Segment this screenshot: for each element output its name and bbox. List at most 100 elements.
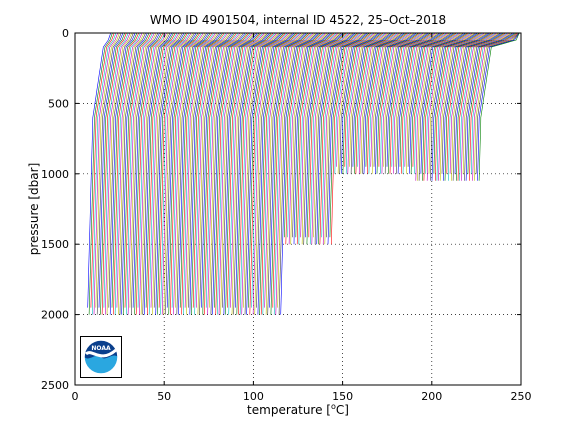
- profile-line: [371, 32, 414, 174]
- y-tick-label: 1000: [41, 168, 69, 181]
- profile-line: [197, 32, 230, 315]
- profile-line: [209, 32, 243, 308]
- profile-line: [225, 32, 260, 315]
- profile-line: [414, 32, 459, 174]
- profile-line: [311, 32, 351, 245]
- profile-line: [298, 32, 337, 245]
- profile-line: [318, 32, 358, 245]
- profile-line: [220, 32, 255, 315]
- profile-line: [454, 32, 503, 174]
- profile-line: [386, 32, 430, 167]
- profile-line: [223, 32, 258, 315]
- profile-line: [137, 32, 166, 308]
- profile-line: [426, 32, 473, 181]
- profile-line: [217, 32, 251, 315]
- profile-line: [316, 32, 356, 245]
- profile-line: [181, 32, 213, 315]
- profile-line: [116, 32, 143, 308]
- profile-line: [368, 32, 410, 174]
- profile-line: [98, 32, 124, 308]
- profile-line: [103, 32, 129, 308]
- profile-line: [139, 32, 167, 315]
- profile-line: [389, 32, 433, 174]
- profile-line: [376, 32, 419, 174]
- profile-line: [358, 32, 400, 174]
- profile-line: [462, 32, 512, 174]
- profile-line: [407, 32, 452, 167]
- profile-line: [119, 32, 146, 315]
- profile-line: [341, 32, 381, 174]
- profile-line: [248, 32, 285, 308]
- profile-line: [396, 32, 440, 174]
- profile-line: [264, 32, 302, 308]
- profile-line: [296, 32, 335, 245]
- profile-line: [433, 32, 480, 174]
- profile-line: [449, 32, 498, 174]
- profile-line: [239, 32, 276, 315]
- y-tick-label: 2500: [41, 379, 69, 392]
- profile-line: [308, 32, 347, 238]
- profile-line: [153, 32, 183, 308]
- x-axis-label: temperature [oC]: [247, 402, 349, 417]
- profile-line: [150, 32, 180, 308]
- profile-line: [267, 32, 305, 315]
- profile-line: [204, 32, 237, 315]
- profile-line: [326, 32, 367, 238]
- profile-line: [452, 32, 501, 181]
- profile-line: [444, 32, 492, 181]
- profile-line: [381, 32, 424, 174]
- profile-line: [88, 32, 113, 315]
- profile-line: [322, 32, 363, 245]
- profile-line: [431, 32, 478, 181]
- profile-line: [157, 32, 187, 315]
- profile-line: [339, 32, 379, 174]
- profile-line: [173, 32, 204, 315]
- profile-line: [306, 32, 346, 245]
- profile-line: [435, 32, 482, 181]
- profile-line: [399, 32, 444, 167]
- profile-line: [378, 32, 421, 167]
- profile-line: [184, 32, 216, 308]
- profile-line: [465, 32, 515, 181]
- profile-line: [207, 32, 241, 315]
- profile-line: [256, 32, 293, 308]
- profile-line: [252, 32, 290, 315]
- profile-line: [397, 32, 442, 174]
- profile-line: [243, 32, 279, 308]
- profile-line: [87, 32, 111, 308]
- profile-line: [188, 32, 220, 308]
- profile-line: [109, 32, 136, 315]
- profile-line: [334, 32, 374, 174]
- profile-line: [329, 32, 370, 238]
- profile-line: [380, 32, 423, 174]
- svg-text:NOAA: NOAA: [91, 345, 111, 352]
- profile-line: [161, 32, 192, 315]
- profile-line: [121, 32, 148, 315]
- profile-line: [347, 32, 388, 174]
- profile-line: [246, 32, 283, 315]
- profile-line: [215, 32, 250, 315]
- profile-line: [367, 32, 409, 174]
- profile-line: [241, 32, 278, 315]
- profile-line: [327, 32, 368, 245]
- profile-line: [205, 32, 239, 308]
- profile-line: [287, 32, 325, 238]
- profile-line: [345, 32, 386, 174]
- profile-line: [410, 32, 456, 174]
- y-tick-label: 0: [62, 27, 69, 40]
- profile-line: [388, 32, 431, 174]
- profile-line: [438, 32, 485, 181]
- profile-line: [430, 32, 477, 181]
- profile-line: [168, 32, 199, 315]
- profile-line: [443, 32, 491, 181]
- profile-line: [355, 32, 396, 174]
- profile-line: [288, 32, 326, 245]
- profile-line: [301, 32, 340, 245]
- noaa-logo-icon: NOAA: [80, 336, 122, 378]
- profile-line: [423, 32, 470, 181]
- profile-line: [144, 32, 173, 315]
- profile-line: [148, 32, 178, 315]
- profile-line: [113, 32, 139, 315]
